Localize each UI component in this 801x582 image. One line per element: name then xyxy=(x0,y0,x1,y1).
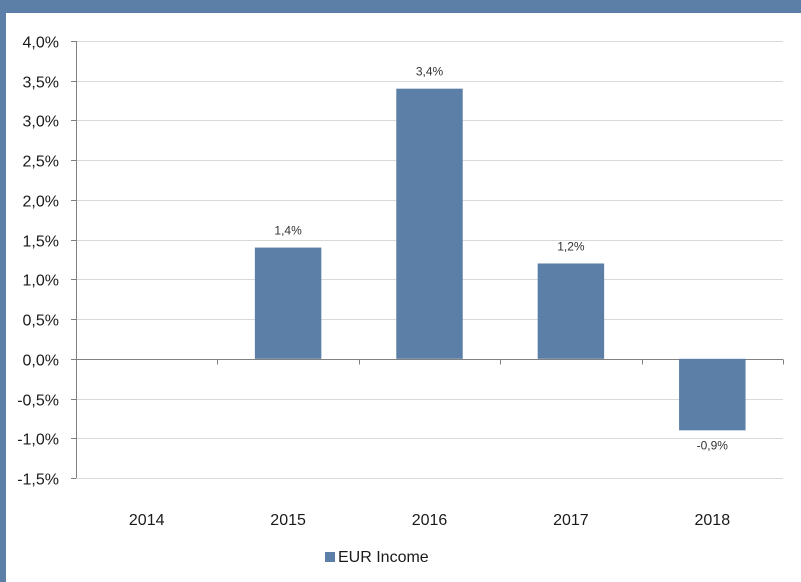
data-label: -0,9% xyxy=(697,438,729,452)
x-tick-label: 2018 xyxy=(695,512,731,529)
y-tick-label: -1,0% xyxy=(17,432,59,449)
left-accent-band xyxy=(0,0,6,582)
data-label: 1,2% xyxy=(557,239,585,253)
y-tick-label: 0,0% xyxy=(23,353,59,370)
y-tick-label: -1,5% xyxy=(17,472,59,489)
x-tick-label: 2017 xyxy=(553,512,589,529)
bar xyxy=(537,263,605,359)
data-label: 1,4% xyxy=(274,224,302,238)
x-tick-label: 2016 xyxy=(412,512,448,529)
y-tick-label: 2,5% xyxy=(23,154,59,171)
y-tick-label: 0,5% xyxy=(23,313,59,330)
y-tick-label: -0,5% xyxy=(17,393,59,410)
bar xyxy=(396,88,463,359)
legend-label: EUR Income xyxy=(338,549,429,566)
x-tick-label: 2014 xyxy=(129,512,165,529)
y-tick-label: 3,5% xyxy=(23,75,59,92)
y-tick-label: 1,5% xyxy=(23,234,59,251)
legend-swatch xyxy=(325,552,335,562)
y-tick-label: 1,0% xyxy=(23,273,59,290)
y-tick-label: 4,0% xyxy=(23,35,59,52)
data-label: 3,4% xyxy=(416,65,444,79)
y-tick-label: 3,0% xyxy=(23,114,59,131)
x-tick-label: 2015 xyxy=(270,512,306,529)
y-tick-label: 2,0% xyxy=(23,194,59,211)
bar xyxy=(254,247,322,359)
bar xyxy=(679,358,746,431)
top-accent-band xyxy=(0,0,801,13)
